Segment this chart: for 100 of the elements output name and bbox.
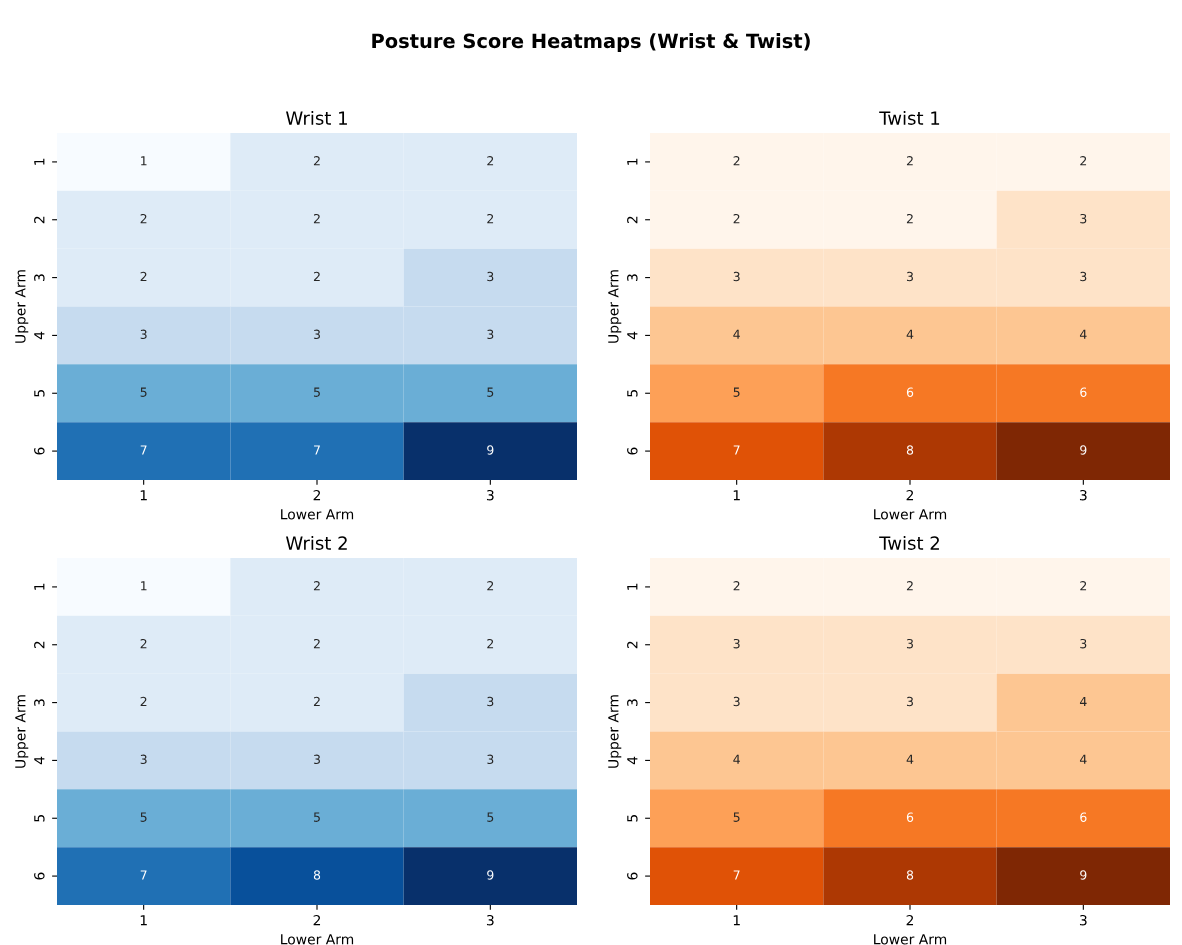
x-tick-label: 1: [140, 915, 147, 926]
x-tick-label: 2: [313, 914, 321, 926]
data-label: 6: [906, 387, 914, 397]
y-tick-label: 4: [34, 756, 45, 765]
data-label: 2: [487, 213, 494, 224]
data-label: 5: [313, 387, 320, 397]
y-tick-label: 1: [627, 583, 638, 590]
y-tick-label: 3: [34, 274, 45, 281]
y-tick-label: 4: [627, 756, 638, 765]
y-tick-label: 5: [627, 815, 638, 822]
chart-title: Wrist 2: [286, 535, 347, 550]
y-tick-label: 5: [34, 390, 45, 397]
data-label: 4: [733, 754, 740, 764]
x-tick-label: 1: [733, 915, 740, 926]
y-tick-label: 3: [627, 274, 638, 281]
data-label: 2: [313, 156, 320, 166]
data-label: 4: [733, 329, 740, 339]
y-tick-label: 1: [627, 158, 638, 165]
data-label: 9: [1080, 870, 1087, 880]
data-label: 2: [140, 213, 147, 224]
data-label: 3: [906, 696, 913, 707]
x-axis-title: Lower Arm: [874, 934, 947, 945]
data-label: 7: [140, 445, 147, 455]
x-tick-label: 3: [486, 489, 494, 501]
data-label: 7: [733, 445, 740, 455]
data-label: 7: [314, 445, 320, 455]
data-label: 7: [140, 870, 147, 880]
data-label: 3: [1080, 638, 1087, 649]
x-tick-label: 2: [906, 489, 914, 501]
data-label: 8: [906, 870, 914, 880]
data-label: 6: [906, 812, 914, 822]
data-label: 3: [487, 754, 494, 765]
data-label: 3: [1080, 213, 1087, 224]
x-tick-label: 2: [313, 489, 321, 501]
data-label: 3: [487, 271, 494, 282]
data-label: 4: [906, 329, 914, 339]
y-axis-title: Upper Arm: [608, 695, 622, 768]
data-label: 2: [733, 156, 740, 166]
data-label: 3: [733, 271, 740, 282]
data-label: 5: [313, 812, 320, 822]
data-label: 5: [140, 387, 147, 397]
data-label: 3: [733, 638, 740, 649]
y-axis-title: Upper Arm: [608, 270, 622, 343]
data-label: 2: [733, 213, 740, 224]
data-label: 8: [313, 870, 321, 880]
y-tick-label: 6: [627, 872, 638, 880]
x-tick-label: 2: [906, 914, 914, 926]
data-label: 9: [487, 870, 494, 880]
y-tick-label: 6: [34, 447, 45, 455]
data-label: 3: [313, 754, 320, 765]
data-label: 2: [313, 271, 320, 282]
y-tick-label: 4: [627, 331, 638, 340]
x-tick-label: 3: [1079, 914, 1087, 926]
x-tick-label: 1: [140, 490, 147, 501]
data-label: 3: [906, 638, 913, 649]
data-label: 2: [313, 638, 320, 649]
x-tick-label: 3: [1079, 489, 1087, 501]
data-label: 2: [733, 581, 740, 591]
x-axis-title: Lower Arm: [281, 934, 354, 945]
data-label: 1: [141, 156, 147, 166]
data-label: 5: [487, 387, 494, 397]
data-label: 9: [487, 445, 494, 455]
data-label: 4: [1079, 696, 1087, 707]
x-tick-label: 1: [733, 490, 740, 501]
x-tick-label: 3: [486, 914, 494, 926]
data-label: 2: [1080, 581, 1087, 591]
data-label: 4: [1079, 754, 1087, 764]
chart-title: Twist 1: [879, 110, 940, 125]
data-label: 2: [313, 696, 320, 707]
data-label: 3: [733, 696, 740, 707]
data-label: 3: [487, 696, 494, 707]
data-label: 6: [1080, 387, 1087, 397]
y-tick-label: 4: [34, 331, 45, 340]
data-label: 2: [906, 156, 913, 166]
y-tick-label: 2: [34, 216, 45, 224]
x-axis-title: Lower Arm: [281, 509, 354, 520]
y-tick-label: 2: [627, 216, 638, 224]
data-label: 6: [1080, 812, 1087, 822]
data-label: 3: [140, 754, 147, 765]
y-tick-label: 3: [34, 699, 45, 706]
y-tick-label: 6: [34, 872, 45, 880]
chart-title: Twist 2: [879, 535, 939, 550]
y-tick-label: 6: [627, 447, 638, 455]
data-label: 3: [906, 271, 913, 282]
chart-title: Wrist 1: [286, 110, 347, 125]
data-label: 2: [313, 581, 320, 591]
data-label: 4: [906, 754, 914, 764]
y-tick-label: 2: [34, 641, 45, 649]
data-label: 2: [1080, 156, 1087, 166]
y-axis-title: Upper Arm: [15, 270, 29, 343]
y-tick-label: 3: [627, 699, 638, 706]
data-label: 2: [487, 581, 494, 591]
data-label: 2: [140, 638, 147, 649]
data-label: 5: [487, 812, 494, 822]
y-tick-label: 1: [34, 583, 45, 590]
y-axis-title: Upper Arm: [15, 695, 29, 768]
data-label: 5: [733, 812, 740, 822]
data-label: 3: [487, 329, 494, 340]
data-label: 3: [140, 329, 147, 340]
data-label: 3: [313, 329, 320, 340]
